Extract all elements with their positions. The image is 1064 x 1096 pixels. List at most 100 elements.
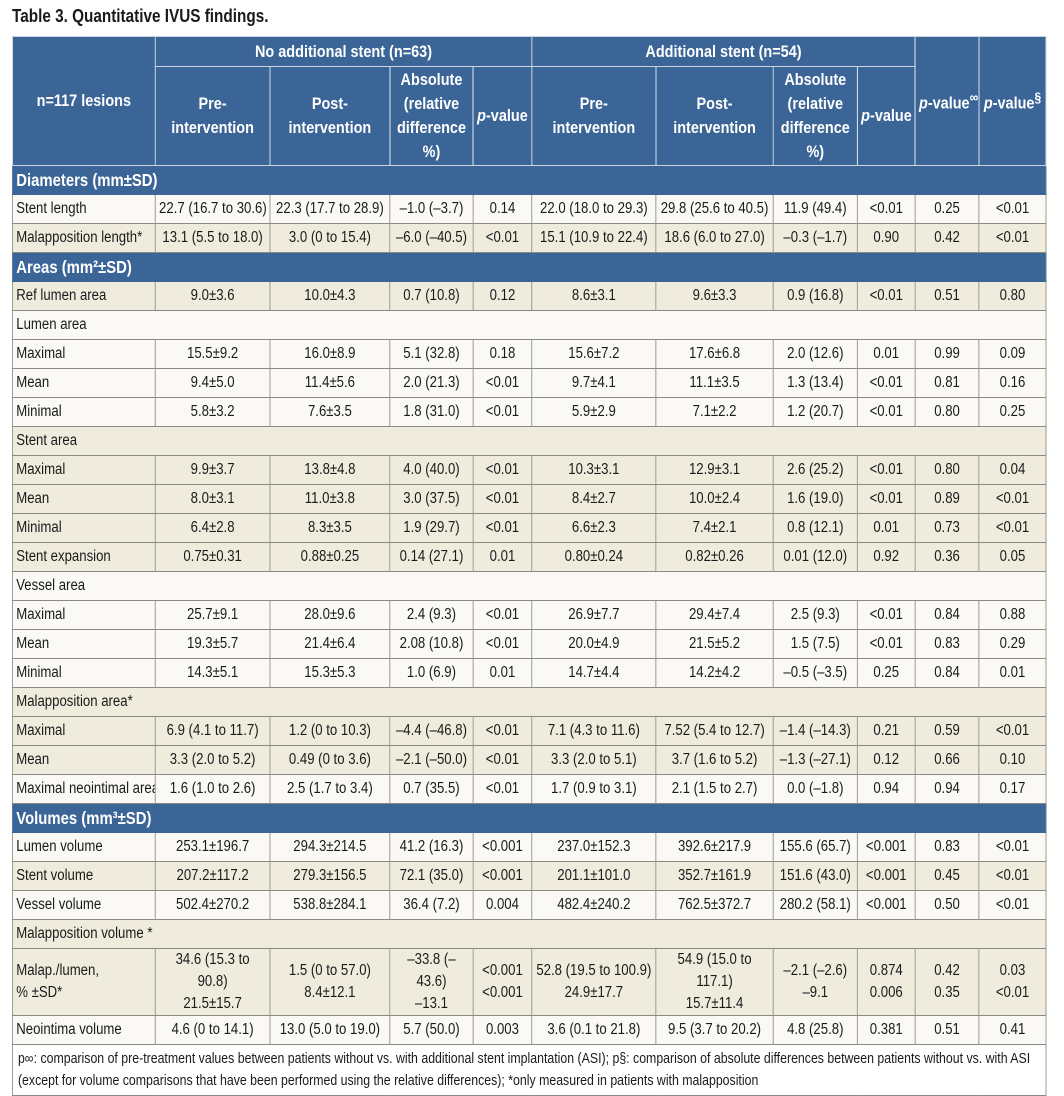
table-cell: –1.4 (–14.3) bbox=[772, 716, 858, 746]
table-cell: –2.1 (–2.6) –9.1 bbox=[772, 948, 858, 1016]
table-cell: 0.01 (12.0) bbox=[772, 542, 858, 572]
subgroup-label: Vessel area bbox=[11, 571, 1047, 601]
table-row: Minimal 14.3±5.1 15.3±5.3 1.0 (6.9) 0.01 14.7… bbox=[12, 658, 1047, 688]
section-title: Volumes (mm³±SD) bbox=[11, 803, 1047, 833]
table-cell: 20.0±4.9 bbox=[531, 629, 657, 659]
table-row: Maximal 9.9±3.7 13.8±4.8 4.0 (40.0) <0.01 10.… bbox=[12, 455, 1047, 485]
table-cell: 0.381 bbox=[856, 1015, 916, 1045]
table-cell: 0.49 (0 to 3.6) bbox=[269, 745, 391, 775]
table-cell: 0.73 bbox=[914, 513, 980, 543]
table-cell: 0.14 bbox=[472, 194, 533, 224]
table-cell: 0.003 bbox=[472, 1015, 533, 1045]
row-label: Lumen volume bbox=[12, 832, 156, 862]
table-row: Mean 3.3 (2.0 to 5.2) 0.49 (0 to 3.6) –2.1 … bbox=[12, 745, 1047, 775]
table-cell: 201.1±101.0 bbox=[531, 861, 657, 891]
table-cell: 0.14 (27.1) bbox=[389, 542, 474, 572]
row-label-header: n=117 lesions bbox=[12, 36, 156, 166]
table-cell: 3.3 (2.0 to 5.1) bbox=[531, 745, 657, 775]
table-cell: 0.7 (10.8) bbox=[389, 281, 474, 311]
table-cell: 237.0±152.3 bbox=[531, 832, 657, 862]
row-label: Maximal bbox=[12, 600, 156, 630]
table-cell: 2.08 (10.8) bbox=[389, 629, 474, 659]
table-cell: <0.01 bbox=[472, 774, 533, 804]
table-cell: <0.01 bbox=[978, 716, 1047, 746]
table-cell: 0.41 bbox=[978, 1015, 1047, 1045]
table-cell: 5.7 (50.0) bbox=[389, 1015, 474, 1045]
table-cell: 6.9 (4.1 to 11.7) bbox=[154, 716, 271, 746]
row-label: Stent expansion bbox=[12, 542, 156, 572]
table-cell: 0.99 bbox=[914, 339, 980, 369]
subgroup-row: Lumen area bbox=[11, 310, 1047, 340]
table-cell: 1.6 (1.0 to 2.6) bbox=[154, 774, 271, 804]
table-cell: 14.3±5.1 bbox=[154, 658, 271, 688]
table-cell: 14.7±4.4 bbox=[531, 658, 657, 688]
table-row: Malapposition length* 13.1 (5.5 to 18.0) 3… bbox=[12, 223, 1047, 253]
table-cell: 0.25 bbox=[978, 397, 1047, 427]
table-cell: 34.6 (15.3 to 90.8) 21.5±15.7 bbox=[154, 948, 271, 1016]
table-cell: <0.01 bbox=[856, 629, 916, 659]
table-cell: 482.4±240.2 bbox=[531, 890, 657, 920]
post-intervention-header: Post- intervention bbox=[269, 66, 391, 166]
table-cell: 0.80 bbox=[914, 397, 980, 427]
table-cell: 392.6±217.9 bbox=[655, 832, 774, 862]
table-cell: 0.25 bbox=[914, 194, 980, 224]
table-cell: <0.01 bbox=[472, 600, 533, 630]
table-title: Table 3. Quantitative IVUS findings. bbox=[12, 6, 269, 26]
table-cell: 26.9±7.7 bbox=[531, 600, 657, 630]
row-label: Mean bbox=[12, 484, 156, 514]
table-cell: 15.5±9.2 bbox=[154, 339, 271, 369]
table-cell: 2.5 (1.7 to 3.4) bbox=[269, 774, 391, 804]
table-cell: <0.01 bbox=[472, 455, 533, 485]
table-cell: <0.01 bbox=[978, 223, 1047, 253]
table-cell: –0.5 (–3.5) bbox=[772, 658, 858, 688]
subgroup-row: Stent area bbox=[11, 426, 1047, 456]
table-cell: 41.2 (16.3) bbox=[389, 832, 474, 862]
group-header-no-additional-stent: No additional stent (n=63) bbox=[154, 36, 533, 67]
table-cell: 11.4±5.6 bbox=[269, 368, 391, 398]
table-cell: 0.01 bbox=[856, 339, 916, 369]
table-row: Minimal 6.4±2.8 8.3±3.5 1.9 (29.7) <0.01 6.6±… bbox=[12, 513, 1047, 543]
absolute-difference-header: Absolute (relative difference %) bbox=[389, 66, 474, 166]
table-cell: <0.001 bbox=[472, 832, 533, 862]
table-cell: <0.01 bbox=[856, 281, 916, 311]
table-cell: <0.01 bbox=[472, 716, 533, 746]
table-cell: 2.1 (1.5 to 2.7) bbox=[655, 774, 774, 804]
table-cell: 11.1±3.5 bbox=[655, 368, 774, 398]
row-label: Malapposition length* bbox=[12, 223, 156, 253]
table-cell: 0.51 bbox=[914, 281, 980, 311]
table-cell: 25.7±9.1 bbox=[154, 600, 271, 630]
table-cell: 0.51 bbox=[914, 1015, 980, 1045]
table-cell: –33.8 (–43.6) –13.1 bbox=[389, 948, 474, 1016]
table-cell: 5.8±3.2 bbox=[154, 397, 271, 427]
table-cell: 6.4±2.8 bbox=[154, 513, 271, 543]
table-cell: <0.01 bbox=[472, 484, 533, 514]
table-cell: 3.0 (0 to 15.4) bbox=[269, 223, 391, 253]
table-cell: 0.10 bbox=[978, 745, 1047, 775]
table-cell: 0.94 bbox=[914, 774, 980, 804]
table-cell: 54.9 (15.0 to 117.1) 15.7±11.4 bbox=[655, 948, 774, 1016]
table-cell: 13.1 (5.5 to 18.0) bbox=[154, 223, 271, 253]
table-cell: <0.01 bbox=[978, 484, 1047, 514]
table-cell: <0.01 bbox=[978, 890, 1047, 920]
table-cell: 0.50 bbox=[914, 890, 980, 920]
table-cell: 3.0 (37.5) bbox=[389, 484, 474, 514]
table-cell: 29.8 (25.6 to 40.5) bbox=[655, 194, 774, 224]
table-cell: 0.83 bbox=[914, 629, 980, 659]
table-cell: 3.7 (1.6 to 5.2) bbox=[655, 745, 774, 775]
post-intervention-header: Post- intervention bbox=[655, 66, 774, 166]
table-cell: 7.1±2.2 bbox=[655, 397, 774, 427]
table-cell: 0.21 bbox=[856, 716, 916, 746]
table-cell: <0.001 bbox=[856, 861, 916, 891]
table-cell: 4.8 (25.8) bbox=[772, 1015, 858, 1045]
row-label: Neointima volume bbox=[12, 1015, 156, 1045]
subgroup-label: Malapposition volume * bbox=[11, 919, 1047, 949]
table-cell: <0.01 bbox=[856, 600, 916, 630]
table-cell: <0.001 bbox=[856, 832, 916, 862]
table-cell: <0.01 bbox=[978, 194, 1047, 224]
table-cell: 0.94 bbox=[856, 774, 916, 804]
subgroup-row: Malapposition volume * bbox=[11, 919, 1047, 949]
table-cell: <0.001 bbox=[472, 861, 533, 891]
table-cell: 0.9 (16.8) bbox=[772, 281, 858, 311]
table-cell: –0.3 (–1.7) bbox=[772, 223, 858, 253]
table-cell: 0.81 bbox=[914, 368, 980, 398]
